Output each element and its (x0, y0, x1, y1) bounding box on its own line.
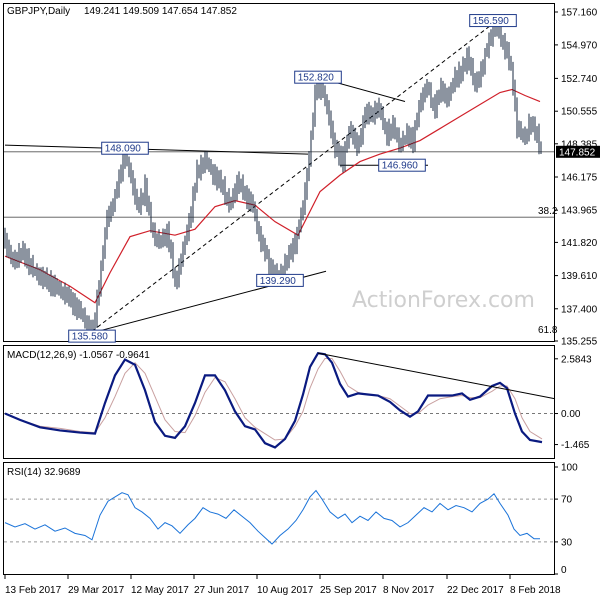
price-annotation-box (469, 14, 517, 28)
price-annotations: 156.590 152.820 148.090 146.960 139.290 135.5… (68, 14, 517, 343)
macd-title: MACD(12,26,9) -1.0567 -0.9641 (7, 350, 150, 361)
moving-average (4, 88, 541, 304)
fib-level-label: 38.2 (538, 206, 558, 217)
last-price-label: 147.852 (559, 147, 596, 158)
price-tick-label: 141.820 (561, 238, 598, 249)
x-tick-label: 8 Feb 2018 (510, 585, 561, 596)
x-tick-label: 27 Jun 2017 (194, 585, 249, 596)
macd-tick-label: 0.00 (561, 409, 581, 420)
price-annotation-box (294, 70, 342, 84)
x-tick-label: 22 Dec 2017 (447, 585, 504, 596)
fib-level-label: 61.8 (538, 325, 558, 336)
price-annotation-box (256, 273, 304, 287)
price-annotation-label: 156.590 (473, 16, 510, 27)
rsi-tick-label: 30 (561, 537, 573, 548)
x-axis: 13 Feb 2017 29 Mar 2017 12 May 2017 27 Jun … (4, 574, 561, 596)
macd-panel: 2.5843 0.00 -1.465 (4, 351, 592, 451)
price-annotation-box (68, 329, 116, 343)
price-tick-label: 143.965 (561, 206, 598, 217)
macd-series-signal (4, 357, 543, 441)
moving-average-line (4, 88, 541, 304)
ohlc-header: 149.241 149.509 147.654 147.852 (84, 6, 237, 17)
rsi-tick-label: 0 (561, 565, 567, 576)
price-annotation-label: 148.090 (105, 144, 142, 155)
price-annotation-label: 139.290 (260, 276, 297, 287)
macd-tick-label: 2.5843 (561, 354, 592, 365)
rsi-series-line (4, 489, 540, 545)
price-panel-frame (3, 3, 555, 342)
price-tick-label: 148.385 (561, 139, 598, 150)
price-tick-label: 137.400 (561, 304, 598, 315)
price-annotation-label: 146.960 (382, 161, 419, 172)
macd-series-macd (4, 351, 543, 449)
price-annotation-label: 152.820 (298, 73, 335, 84)
trendline-horizontal-resistance (4, 144, 309, 155)
rsi-tick-label: 70 (561, 495, 573, 506)
price-annotation-box (378, 158, 426, 172)
x-tick-label: 29 Mar 2017 (68, 585, 125, 596)
watermark: ActionForex.com (352, 288, 535, 313)
rsi-panel: 100 70 30 0 (4, 463, 578, 576)
macd-trendline (317, 352, 556, 400)
rsi-panel-frame (3, 462, 555, 575)
rsi-title: RSI(14) 32.9689 (7, 467, 81, 478)
price-lines: 38.2 61.8 (4, 14, 558, 336)
macd-tick-label: -1.465 (561, 440, 590, 451)
macd-panel-frame (3, 345, 555, 459)
price-tick-label: 157.160 (561, 8, 598, 19)
x-tick-label: 25 Sep 2017 (320, 585, 377, 596)
price-tick-label: 135.255 (561, 337, 598, 348)
price-tick-label: 146.175 (561, 172, 598, 183)
price-tick-label: 150.555 (561, 107, 598, 118)
price-tick-label: 139.610 (561, 271, 598, 282)
x-tick-label: 13 Feb 2017 (5, 585, 62, 596)
x-tick-label: 8 Nov 2017 (383, 585, 435, 596)
rsi-tick-label: 100 (561, 463, 578, 474)
trendline-dashed-channel (91, 14, 506, 332)
price-title: GBPJPY,Daily (7, 6, 70, 17)
price-tick-label: 154.970 (561, 40, 598, 51)
x-tick-label: 12 May 2017 (131, 585, 189, 596)
price-tick-label: 152.740 (561, 74, 598, 85)
price-annotation-label: 135.580 (72, 332, 109, 343)
price-annotation-box (101, 141, 149, 155)
last-price-box (556, 145, 600, 158)
x-tick-label: 10 Aug 2017 (257, 585, 314, 596)
price-axis: 157.160 154.970 152.740 150.555 148.385 146.1… (554, 8, 600, 348)
